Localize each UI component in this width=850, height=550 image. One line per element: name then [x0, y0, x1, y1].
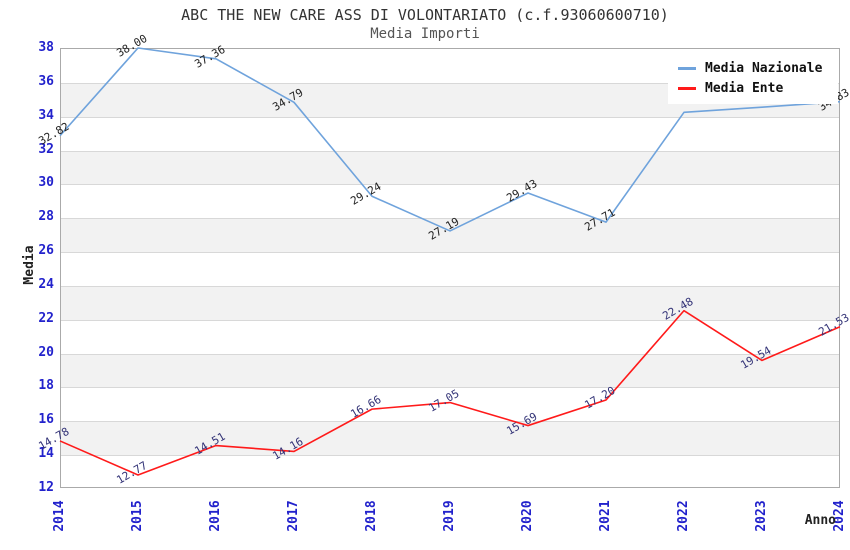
y-tick-label: 34 — [38, 107, 54, 123]
y-tick-label: 30 — [38, 175, 54, 191]
plot-band — [61, 421, 839, 456]
y-tick-label: 36 — [38, 73, 54, 89]
x-tick-label: 2017 — [286, 500, 301, 532]
x-tick-label: 2022 — [676, 500, 691, 532]
gridline — [61, 319, 839, 321]
x-tick-label: 2014 — [52, 500, 67, 532]
x-tick-label: 2016 — [208, 500, 223, 532]
legend-item-media-ente: Media Ente — [678, 78, 838, 98]
y-tick-label: 26 — [38, 243, 54, 259]
y-axis-title: Media — [22, 245, 37, 285]
gridline — [61, 184, 839, 186]
y-tick-label: 22 — [38, 310, 54, 326]
x-axis-title: Anno — [804, 513, 836, 528]
y-tick-label: 16 — [38, 412, 54, 428]
legend-label-media-ente: Media Ente — [705, 80, 784, 96]
x-tick-label: 2019 — [442, 500, 457, 532]
x-tick-label: 2021 — [598, 500, 613, 532]
x-tick-label: 2018 — [364, 500, 379, 532]
y-tick-label: 24 — [38, 276, 54, 292]
media-nazionale-line-swatch-icon — [678, 66, 696, 70]
plot-band — [61, 117, 839, 151]
media-ente-line-swatch-icon — [678, 86, 696, 90]
y-tick-label: 20 — [38, 344, 54, 360]
legend-label-media-nazionale: Media Nazionale — [705, 60, 823, 76]
plot-band — [61, 285, 839, 320]
plot-area — [60, 48, 840, 488]
plot-band — [61, 150, 839, 185]
y-tick-label: 18 — [38, 378, 54, 394]
x-tick-label: 2020 — [520, 500, 535, 532]
y-tick-label: 12 — [38, 480, 54, 495]
gridline — [61, 116, 839, 118]
legend: Media Nazionale Media Ente — [668, 50, 838, 104]
y-tick-label: 14 — [38, 446, 54, 462]
x-tick-label: 2015 — [130, 500, 145, 532]
y-tick-label: 32 — [38, 141, 54, 157]
gridline — [61, 285, 839, 287]
y-tick-label: 28 — [38, 209, 54, 225]
gridline — [61, 150, 839, 152]
chart-title: ABC THE NEW CARE ASS DI VOLONTARIATO (c.… — [181, 6, 669, 24]
chart-subtitle: Media Importi — [370, 26, 480, 42]
legend-item-media-nazionale: Media Nazionale — [678, 58, 838, 78]
plot-band — [61, 184, 839, 218]
plot-band — [61, 252, 839, 286]
gridline — [61, 252, 839, 254]
gridline — [61, 353, 839, 355]
plot-band — [61, 320, 839, 354]
gridline — [61, 421, 839, 423]
y-tick-label: 38 — [38, 40, 54, 55]
